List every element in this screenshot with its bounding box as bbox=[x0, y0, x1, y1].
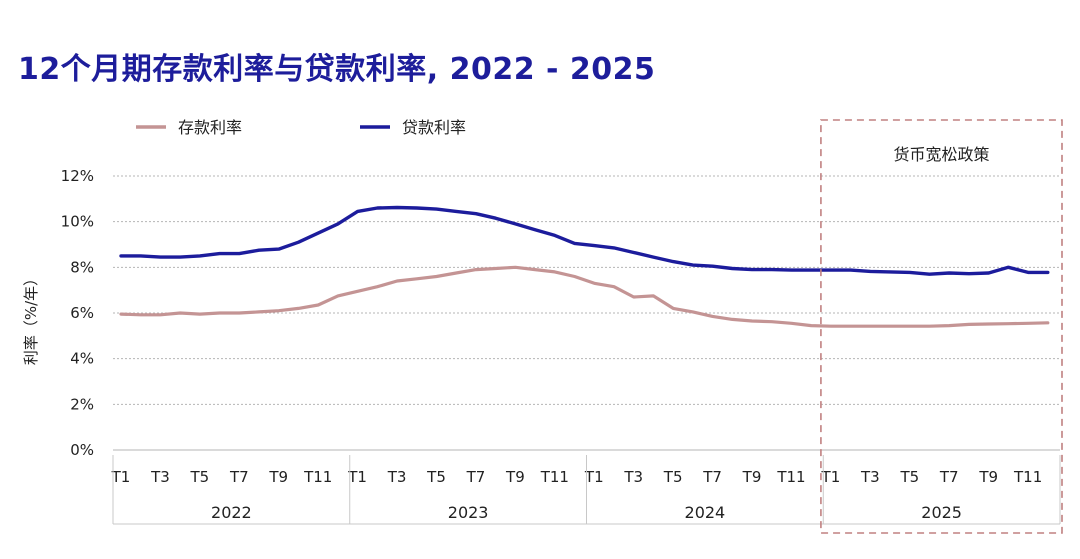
x-tick-label: T1 bbox=[347, 468, 367, 486]
legend: 存款利率 贷款利率 bbox=[136, 118, 466, 137]
deposit-rate-line bbox=[119, 265, 1050, 328]
x-tick-label: T9 bbox=[978, 468, 998, 486]
y-tick-label: 0% bbox=[70, 441, 94, 459]
x-tick-label: T1 bbox=[111, 468, 131, 486]
y-tick-label: 8% bbox=[70, 258, 94, 276]
legend-label: 贷款利率 bbox=[402, 118, 466, 137]
year-label: 2025 bbox=[921, 503, 962, 522]
x-tick-label: T11 bbox=[303, 468, 332, 486]
y-tick-label: 4% bbox=[70, 350, 94, 368]
x-tick-label: T7 bbox=[229, 468, 249, 486]
y-tick-label: 2% bbox=[70, 395, 94, 413]
year-label: 2022 bbox=[211, 503, 252, 522]
x-tick-label: T7 bbox=[702, 468, 722, 486]
legend-label: 存款利率 bbox=[178, 118, 242, 137]
y-tick-label: 10% bbox=[61, 213, 94, 231]
easing-policy-label: 货币宽松政策 bbox=[893, 145, 989, 164]
x-axis: T1 T3 T5 T7 T9 T11 2022 T1 T3 T5 T7 T9 T11 2023 T1 T3 T5… bbox=[111, 455, 1061, 525]
loan-rate-line bbox=[119, 205, 1050, 276]
series-lines bbox=[119, 205, 1050, 328]
x-tick-label: T11 bbox=[1013, 468, 1042, 486]
x-tick-label: T9 bbox=[268, 468, 288, 486]
x-tick-label: T3 bbox=[860, 468, 880, 486]
y-tick-label: 6% bbox=[70, 304, 94, 322]
chart-title: 12个月期存款利率与贷款利率, 2022 - 2025 bbox=[18, 52, 656, 87]
x-tick-label: T11 bbox=[540, 468, 569, 486]
x-tick-label: T7 bbox=[939, 468, 959, 486]
x-tick-label: T1 bbox=[821, 468, 841, 486]
x-tick-label: T3 bbox=[150, 468, 170, 486]
y-axis-ticks: 0% 2% 4% 6% 8% 10% 12% bbox=[61, 167, 94, 459]
x-tick-label: T5 bbox=[190, 468, 210, 486]
easing-policy-box bbox=[820, 119, 1063, 534]
y-tick-label: 12% bbox=[61, 167, 94, 185]
x-tick-label: T9 bbox=[742, 468, 762, 486]
annotation-box: 货币宽松政策 bbox=[820, 119, 1063, 534]
x-tick-label: T3 bbox=[387, 468, 407, 486]
year-label: 2023 bbox=[448, 503, 489, 522]
year-label: 2024 bbox=[685, 503, 726, 522]
x-tick-label: T3 bbox=[623, 468, 643, 486]
x-tick-label: T9 bbox=[505, 468, 525, 486]
x-tick-label: T7 bbox=[466, 468, 486, 486]
x-tick-label: T5 bbox=[899, 468, 919, 486]
x-tick-label: T11 bbox=[776, 468, 805, 486]
y-axis-label: 利率（%/年） bbox=[22, 271, 40, 365]
x-tick-label: T5 bbox=[426, 468, 446, 486]
x-tick-label: T5 bbox=[663, 468, 683, 486]
x-tick-label: T1 bbox=[584, 468, 604, 486]
grid-lines bbox=[113, 175, 1060, 451]
